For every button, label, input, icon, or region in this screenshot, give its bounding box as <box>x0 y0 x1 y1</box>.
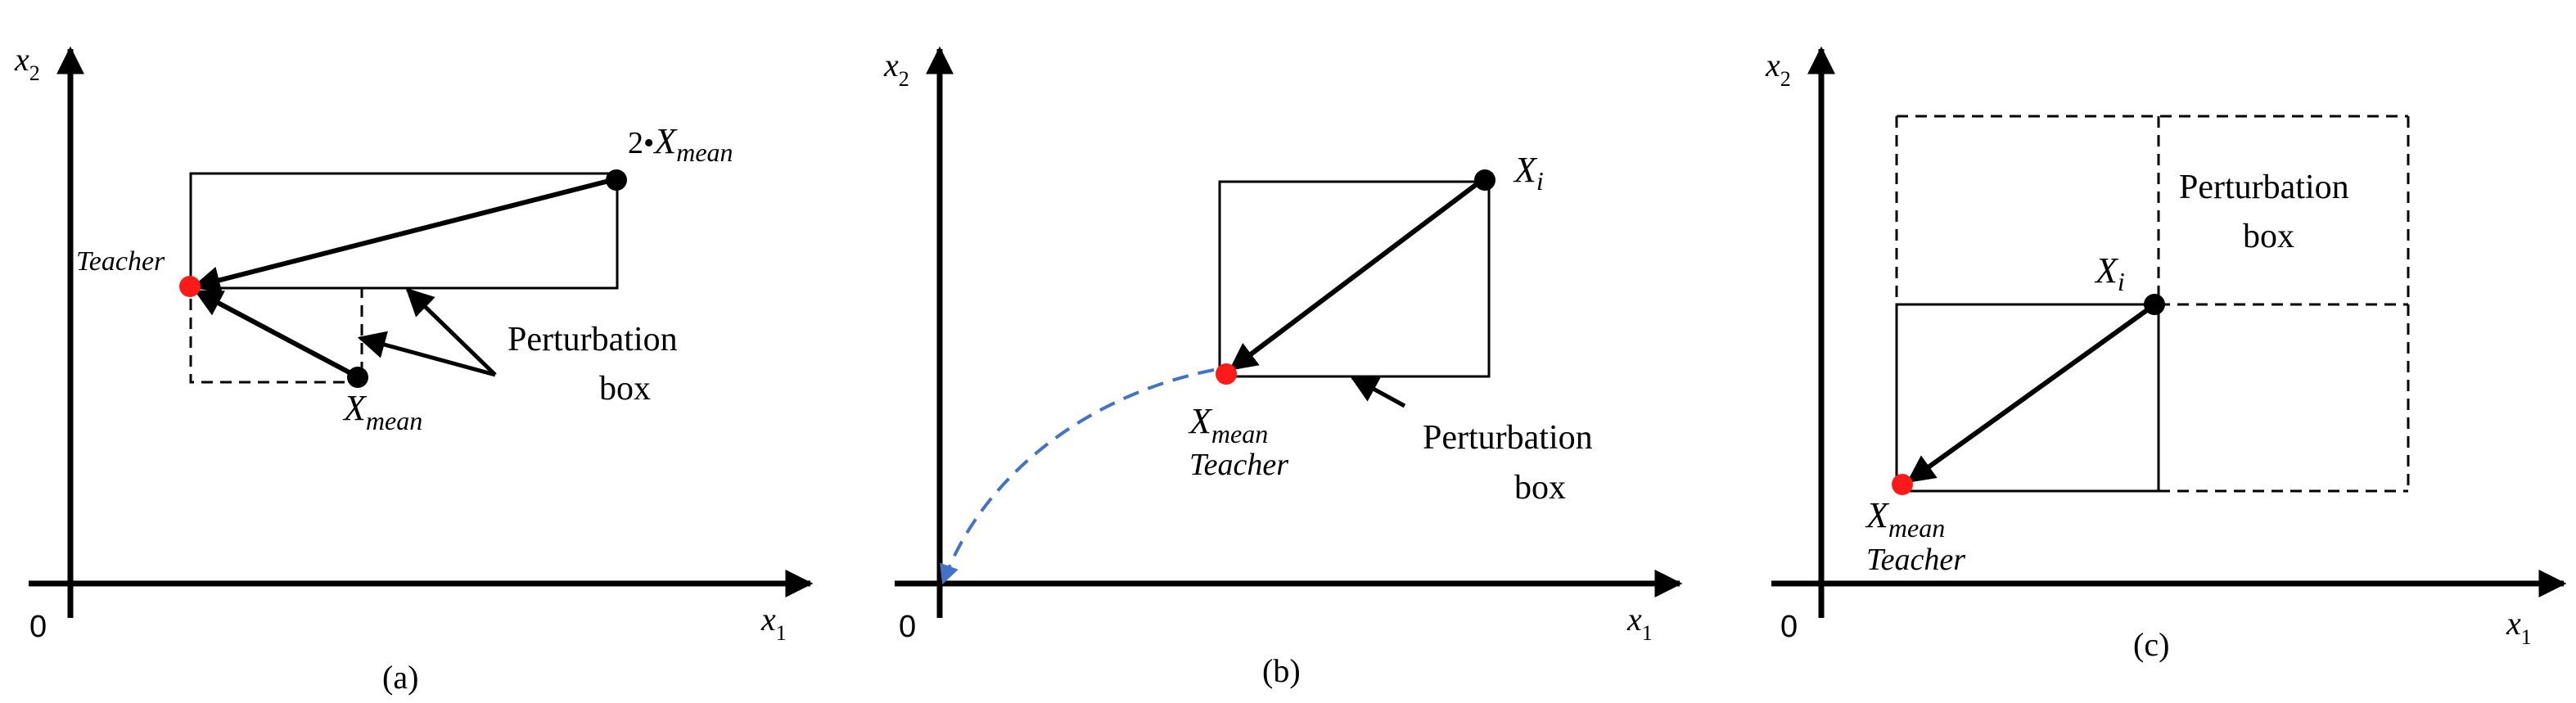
x-axis-label-c: x1 <box>2506 605 2532 649</box>
label-teacher-a: Teacher <box>76 246 165 277</box>
y-axis-label-b: x2 <box>883 47 909 91</box>
x-axis-label-a: x1 <box>760 601 787 645</box>
arrow-2xmean-to-teacher <box>192 178 613 294</box>
label-xmean-c: Xmean <box>1865 495 1945 543</box>
axes-b <box>895 46 1683 618</box>
y-axis-label-c: x2 <box>1765 47 1791 91</box>
caption-b: (b) <box>1262 652 1301 689</box>
label-perturbation-b: Perturbation <box>1423 419 1593 457</box>
point-xmean-teacher-c <box>1892 474 1913 495</box>
label-teacher-b: Teacher <box>1189 448 1288 482</box>
caption-a: (a) <box>382 659 418 696</box>
panel-a: x2 x1 0 2•Xmean Teacher Xmean Perturbati… <box>14 41 814 696</box>
axes-a <box>29 46 814 618</box>
arrow-xi-to-xmean-c <box>1906 305 2152 484</box>
label-perturbation-a: Perturbation <box>508 321 678 358</box>
pointer-arrow-lower-a <box>357 331 496 377</box>
point-2xmean <box>606 169 627 191</box>
label-2xmean: 2•Xmean <box>628 121 733 167</box>
arrow-xmean-to-teacher <box>193 289 359 379</box>
point-xi-c <box>2144 294 2165 315</box>
label-xi-c: Xi <box>2094 250 2125 296</box>
solid-box-c <box>1895 303 2160 493</box>
axes-c <box>1771 46 2567 618</box>
point-xi-b <box>1474 169 1496 191</box>
arrow-xi-to-xmean-b <box>1229 179 1482 372</box>
label-box-c: box <box>2243 218 2294 255</box>
panel-c: x2 x1 0 Xi Xmean Teacher Perturbation bo… <box>1765 46 2567 663</box>
label-box-b: box <box>1514 469 1566 507</box>
label-xi-b: Xi <box>1513 150 1544 196</box>
label-perturbation-c: Perturbation <box>2179 169 2349 206</box>
label-teacher-c: Teacher <box>1866 543 1965 577</box>
y-axis-label-a: x2 <box>14 41 40 85</box>
point-xmean-teacher-b <box>1216 363 1237 385</box>
pointer-arrow-upper-a <box>405 287 497 376</box>
caption-c: (c) <box>2133 626 2169 663</box>
label-xmean-b: Xmean <box>1188 401 1268 448</box>
origin-label-c: 0 <box>1780 610 1798 644</box>
label-box-a: box <box>599 370 651 408</box>
panel-b: x2 x1 0 Xi Xmean Teacher Perturbation bo… <box>883 46 1683 689</box>
pointer-arrow-b <box>1350 375 1406 408</box>
solid-box-a <box>189 172 619 290</box>
point-teacher-a <box>179 276 201 297</box>
x-axis-label-b: x1 <box>1626 601 1653 645</box>
origin-label-b: 0 <box>899 610 916 644</box>
blue-dashed-path <box>940 368 1215 585</box>
label-xmean-a: Xmean <box>342 388 422 435</box>
origin-label-a: 0 <box>29 610 47 644</box>
point-xmean-a <box>347 367 368 388</box>
